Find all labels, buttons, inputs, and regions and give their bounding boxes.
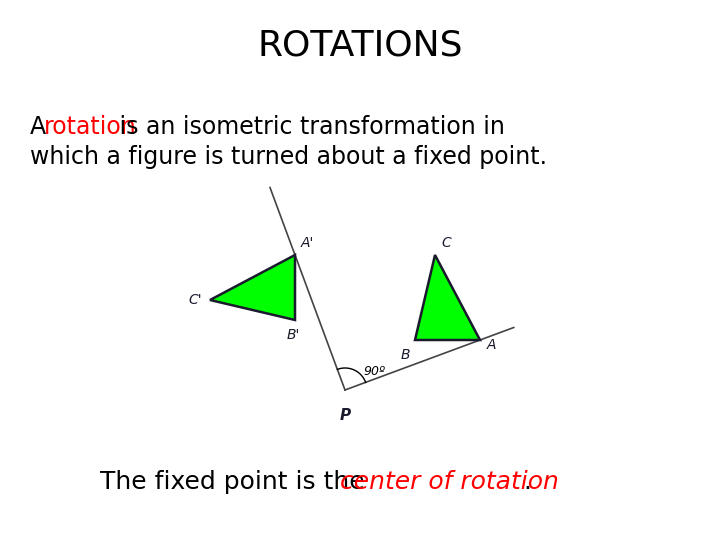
Text: P: P [339, 408, 351, 423]
Text: A: A [487, 338, 497, 352]
Text: is an isometric transformation in: is an isometric transformation in [112, 115, 505, 139]
Text: rotation: rotation [44, 115, 137, 139]
Text: C: C [441, 236, 451, 250]
Text: A: A [30, 115, 53, 139]
Text: which a figure is turned about a fixed point.: which a figure is turned about a fixed p… [30, 145, 547, 169]
Text: The fixed point is the: The fixed point is the [100, 470, 373, 494]
Text: A': A' [301, 236, 315, 250]
Text: center of rotation: center of rotation [340, 470, 559, 494]
Text: C': C' [189, 293, 202, 307]
Text: .: . [523, 470, 531, 494]
Polygon shape [415, 255, 480, 340]
Text: ROTATIONS: ROTATIONS [257, 28, 463, 62]
Text: 90º: 90º [363, 365, 385, 378]
Text: B': B' [287, 328, 300, 342]
Polygon shape [210, 255, 295, 320]
Text: B: B [400, 348, 410, 362]
